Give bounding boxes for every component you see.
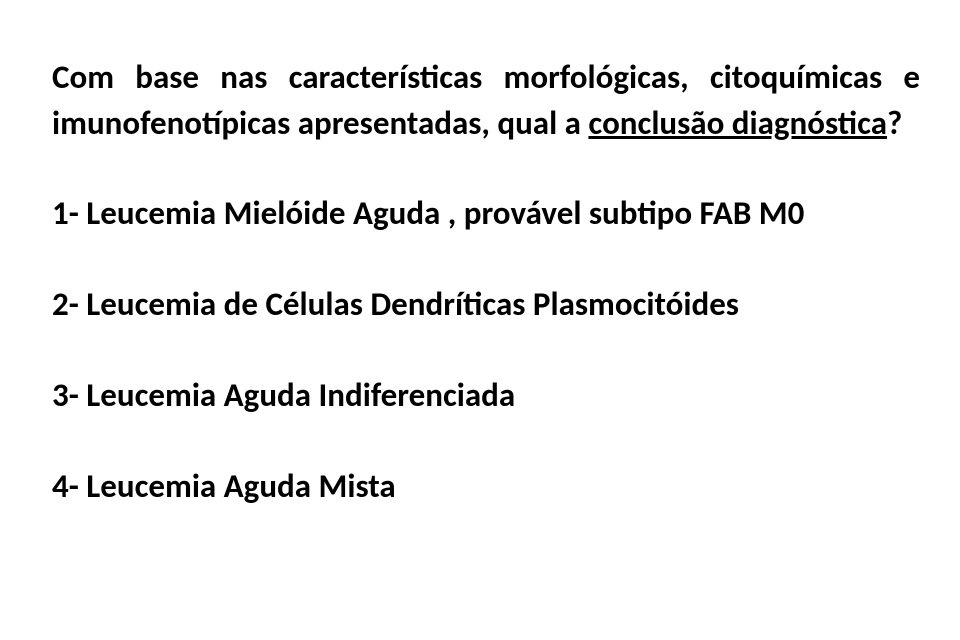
option-4: 4- Leucemia Aguda Mista <box>52 465 920 508</box>
option-1: 1- Leucemia Mielóide Aguda , provável su… <box>52 192 920 235</box>
option-2: 2- Leucemia de Células Dendríticas Plasm… <box>52 283 920 326</box>
question-underlined: conclusão diagnóstica <box>588 103 887 143</box>
slide: Com base nas características morfológica… <box>0 0 960 640</box>
question-text: Com base nas características morfológica… <box>52 55 920 146</box>
question-suffix: ? <box>887 103 902 143</box>
option-3: 3- Leucemia Aguda Indiferenciada <box>52 374 920 417</box>
